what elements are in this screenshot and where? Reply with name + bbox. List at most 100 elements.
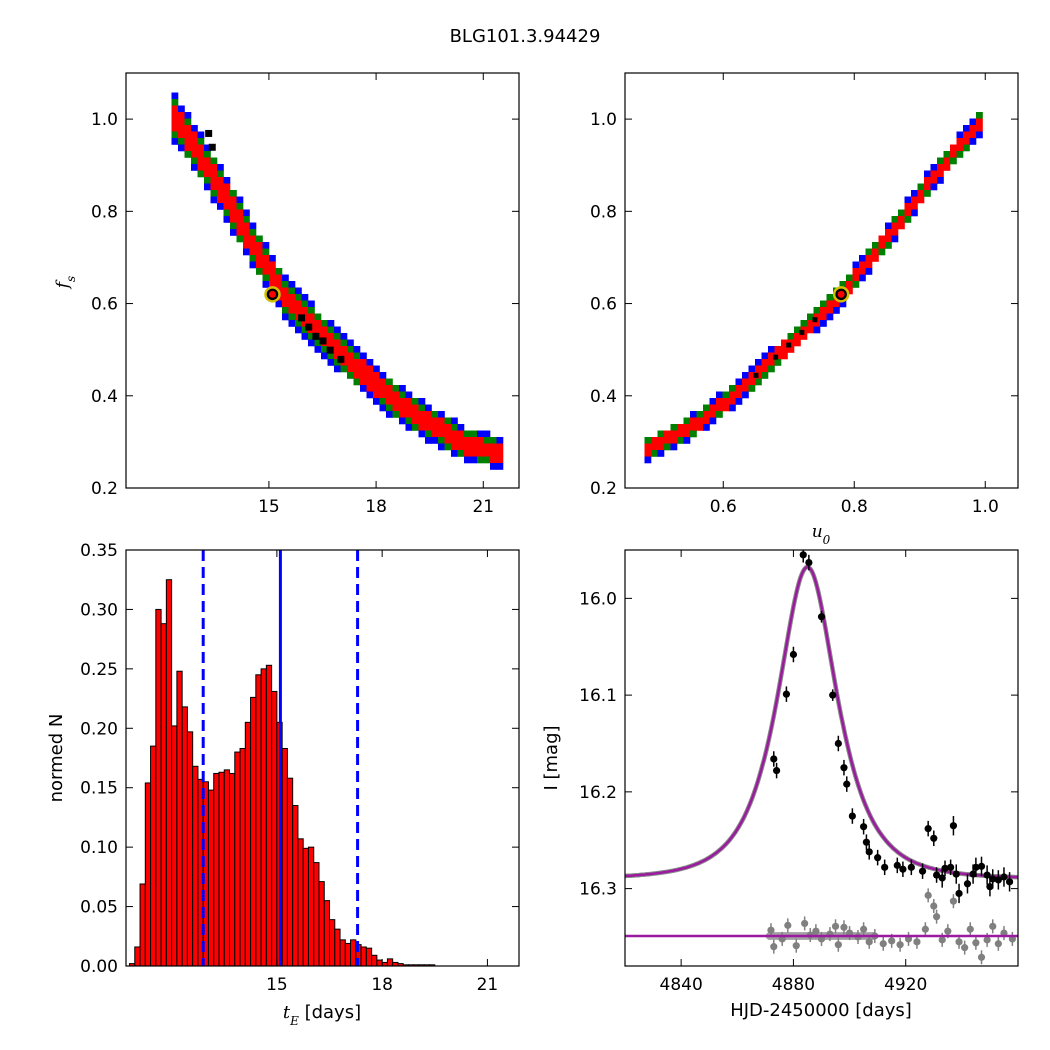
p3-bar	[260, 668, 267, 967]
p2-cell	[794, 326, 801, 334]
p1-cell	[275, 274, 283, 282]
p1-cell	[269, 268, 276, 275]
p2-cell	[807, 326, 814, 334]
p2-cell	[878, 248, 886, 256]
p2-cell	[677, 424, 684, 431]
p4-ylabel: I [mag]	[541, 725, 562, 790]
p1-cell	[256, 261, 263, 269]
p1-cell	[191, 125, 198, 132]
p2-cell	[963, 131, 970, 139]
p1-cell	[366, 359, 374, 366]
p1-cell	[444, 430, 452, 438]
p3-ytick-label: 0.25	[80, 660, 118, 680]
p1-cell	[184, 151, 192, 158]
p3-bar	[360, 946, 367, 967]
p4-plot-area	[625, 550, 1018, 965]
p1-cell	[269, 261, 276, 269]
p1-cell	[295, 300, 302, 308]
p3-bar	[250, 696, 257, 967]
p2-cell	[794, 333, 801, 340]
p2-cell	[976, 118, 983, 126]
p2-cell	[748, 372, 756, 379]
p1-cell	[295, 326, 302, 334]
p3-ticks: 15 18 21 0.00 0.05 0.10 0.15 0.20 0.25 0.30 0.35	[80, 541, 519, 995]
p1-cell	[438, 417, 445, 425]
p3-bar	[244, 721, 252, 967]
p2-cell	[891, 222, 899, 230]
p1-cell	[353, 359, 361, 366]
p1-cell	[197, 151, 205, 158]
p2-cell	[865, 261, 873, 269]
p2-cell	[911, 203, 918, 210]
p1-cell	[288, 281, 296, 288]
p4-xtick-label: 4920	[884, 975, 927, 995]
p4-ytick-label: 16.0	[579, 589, 617, 609]
p2-cell	[872, 255, 879, 262]
p2-cell	[950, 151, 957, 158]
p4-residual-point	[921, 925, 929, 933]
p2-ticks: 0.6 0.8 1.0 0.2 0.4 0.6 0.8 1.0	[590, 73, 1018, 517]
p2-cell	[716, 404, 723, 412]
p1-cell	[178, 138, 185, 145]
p1-cell	[243, 242, 250, 249]
p2-cell	[729, 398, 736, 405]
p1-cell	[451, 437, 458, 444]
p2-cell	[696, 417, 704, 425]
p4-xlabel: HJD-2450000 [days]	[730, 1000, 912, 1021]
p1-cell	[451, 417, 458, 425]
p3-ytick-label: 0.05	[80, 898, 118, 918]
p2-cell	[820, 313, 827, 321]
p2-cell	[820, 300, 827, 308]
p2-cell	[930, 177, 938, 184]
p1-cell	[425, 404, 432, 412]
p3-bar	[234, 751, 241, 967]
p2-cell	[657, 437, 665, 444]
p2-cell	[846, 287, 853, 295]
p2-cell	[924, 183, 931, 191]
p2-cell	[820, 320, 827, 327]
p1-cell-black	[305, 323, 313, 331]
p1-cell	[490, 443, 497, 451]
p2-cell	[969, 125, 977, 132]
p1-cell	[405, 424, 413, 431]
p1-cell	[230, 209, 237, 217]
p1-cell	[490, 450, 497, 457]
p2-cell	[969, 138, 977, 145]
p4-data-point	[938, 874, 946, 882]
p1-cell	[295, 287, 302, 295]
p1-cell	[340, 339, 348, 347]
p1-cell	[386, 385, 393, 392]
p4-residual-point	[913, 938, 921, 946]
p1-cell	[301, 300, 309, 308]
p1-cell	[360, 359, 367, 366]
figure-title: BLG101.3.94429	[450, 26, 601, 47]
p1-cell	[275, 268, 283, 275]
p1-cell	[223, 190, 231, 197]
p4-residual-point	[792, 942, 800, 950]
p1-cell	[171, 138, 179, 145]
p1-cell	[262, 281, 270, 288]
p2-cell	[651, 443, 658, 451]
p1-cell	[360, 385, 367, 392]
p1-cell	[230, 222, 237, 230]
p3-xtick-label: 15	[266, 975, 288, 995]
p4-residual-point	[930, 902, 938, 910]
p2-cell	[852, 261, 860, 269]
p2-cell	[807, 313, 814, 321]
p3-ytick-label: 0.10	[80, 838, 118, 858]
p2-cell	[735, 398, 743, 405]
p1-cell	[301, 294, 309, 301]
p1-cell	[360, 352, 367, 360]
p3-ytick-label: 0.35	[80, 541, 118, 561]
p4-residual-point	[977, 953, 986, 961]
p2-cell	[950, 157, 957, 165]
p4-xtick-label: 4840	[660, 975, 703, 995]
p2-cell	[709, 398, 717, 405]
p4-data-point	[843, 780, 851, 788]
p2-cell	[878, 242, 886, 249]
p2-cell	[813, 307, 821, 314]
p1-cell	[425, 417, 432, 425]
p2-cell	[651, 437, 658, 444]
p2-cell	[735, 385, 743, 392]
p1-cell	[178, 112, 185, 119]
